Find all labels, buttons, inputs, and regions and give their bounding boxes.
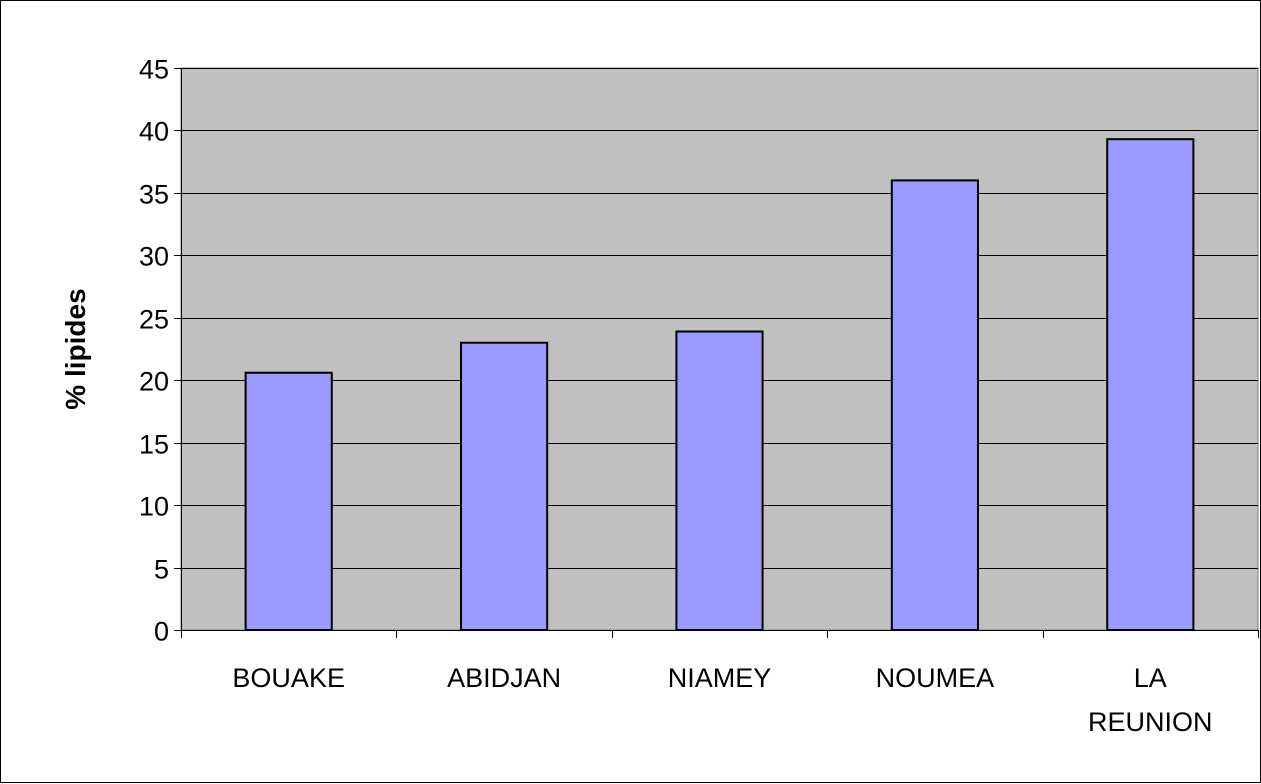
y-tick-label: 5: [154, 555, 169, 585]
y-tick-label: 20: [139, 367, 169, 397]
x-tick-label: NOUMEA: [876, 663, 995, 693]
bar-noumea: [890, 179, 979, 631]
x-tick-label: ABIDJAN: [447, 663, 561, 693]
y-tick-label: 45: [139, 55, 169, 85]
y-tick-label: 10: [139, 492, 169, 522]
y-tick-label: 15: [139, 430, 169, 460]
bar-bouake: [244, 371, 333, 631]
bar-niamey: [675, 330, 764, 631]
y-tick-label: 0: [154, 617, 169, 647]
bar-la-reunion: [1106, 138, 1195, 631]
x-tick-label: BOUAKE: [232, 663, 345, 693]
x-tick-label: NIAMEY: [668, 663, 772, 693]
x-tick-label: LA REUNION: [1088, 663, 1213, 737]
y-tick-label: 40: [139, 117, 169, 147]
y-tick-label: 35: [139, 180, 169, 210]
bar-abidjan: [460, 341, 549, 631]
y-axis-label: % lipides: [60, 288, 91, 409]
y-tick-label: 30: [139, 242, 169, 272]
y-tick-label: 25: [139, 305, 169, 335]
